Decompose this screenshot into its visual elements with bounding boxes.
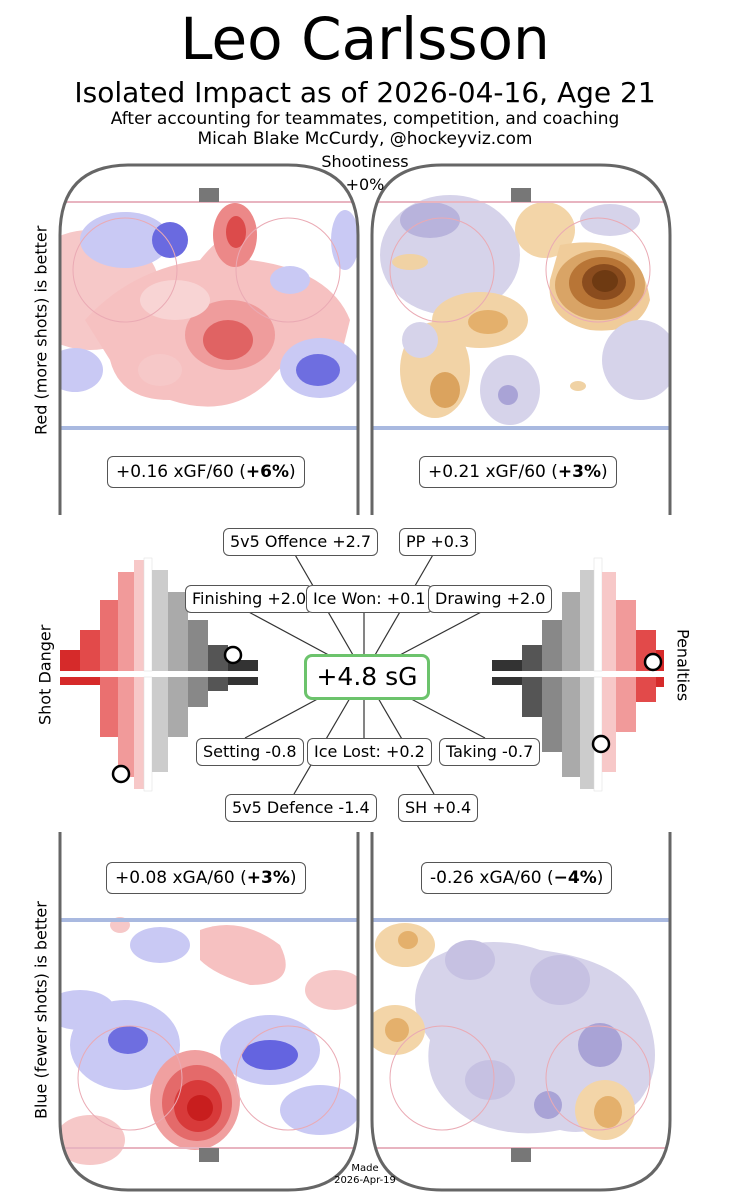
penalties-distribution — [492, 557, 664, 792]
taking-component: Taking -0.7 — [439, 738, 541, 766]
sh-defence-rink — [372, 918, 670, 1149]
made-label: Made — [351, 1163, 379, 1174]
pp-offence-stat-value: +0.21 xGF/60 — [428, 462, 546, 482]
ice-lost-component: Ice Lost: +0.2 — [307, 738, 432, 766]
ev-offence-stat-pct: +6% — [245, 462, 290, 482]
made-stamp: Made 2026-Apr-19 — [330, 1163, 400, 1187]
penalties-label: Penalties — [673, 628, 693, 702]
sh-defence-stat: -0.26 xGA/60 (−4%) — [421, 862, 613, 894]
pp-offence-stat: +0.21 xGF/60 (+3%) — [419, 456, 617, 488]
author-credit: Micah Blake McCurdy, @hockeyviz.com — [197, 129, 533, 149]
drawing-component: Drawing +2.0 — [428, 585, 553, 613]
shot-danger-distribution — [60, 557, 258, 792]
pp-offence-stat-pct: +3% — [557, 462, 602, 482]
ice-won-component: Ice Won: +0.1 — [306, 585, 433, 613]
shootiness-value: +0% — [345, 175, 385, 194]
ev-offence-stat-value: +0.16 xGF/60 — [116, 462, 234, 482]
bottom-side-label: Blue (fewer shots) is better — [31, 901, 51, 1119]
made-date: 2026-Apr-19 — [334, 1175, 396, 1186]
ev-defence-stat-value: +0.08 xGA/60 — [115, 868, 235, 888]
ev-defence-component: 5v5 Defence -1.4 — [225, 794, 377, 822]
ev-defence-stat: +0.08 xGA/60 (+3%) — [106, 862, 306, 894]
chart-title: Leo Carlsson — [180, 5, 550, 73]
chart-subtitle: Isolated Impact as of 2026-04-16, Age 21 — [74, 76, 656, 109]
ev-offence-rink — [60, 201, 358, 430]
pp-offence-rink — [372, 195, 670, 430]
finishing-component: Finishing +2.0 — [185, 585, 314, 613]
ev-offence-stat: +0.16 xGF/60 (+6%) — [107, 456, 305, 488]
sh-defence-stat-value: -0.26 xGA/60 — [430, 868, 542, 888]
top-side-label: Red (more shots) is better — [31, 225, 51, 435]
shootiness-label: Shootiness — [321, 152, 409, 171]
sh-defence-stat-pct: −4% — [553, 868, 597, 888]
ev-defence-stat-pct: +3% — [246, 868, 290, 888]
pp-component: PP +0.3 — [399, 528, 477, 556]
sh-component: SH +0.4 — [398, 794, 479, 822]
ev-offence-component: 5v5 Offence +2.7 — [223, 528, 379, 556]
chart-note: After accounting for teammates, competit… — [110, 109, 620, 129]
setting-component: Setting -0.8 — [196, 738, 304, 766]
total-impact: +4.8 sG — [304, 654, 430, 700]
ev-defence-rink — [60, 917, 358, 1165]
shot-danger-label: Shot Danger — [35, 624, 55, 726]
